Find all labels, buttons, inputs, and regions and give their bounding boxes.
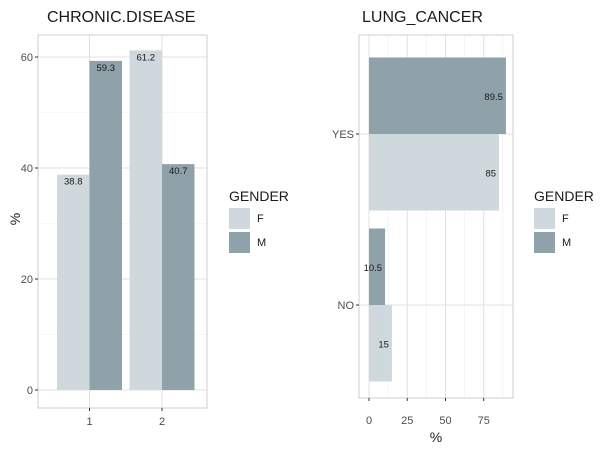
legend-label-M: M [562, 237, 571, 249]
data-label: 38.8 [64, 177, 83, 188]
y-axis-title: % [7, 213, 23, 225]
data-label: 10.5 [364, 263, 383, 274]
x-tick-label: 25 [401, 415, 413, 427]
bar-M-YES [369, 57, 506, 134]
legend: GENDER F M [229, 188, 289, 253]
data-labels: 38.8 61.2 59.3 40.7 [64, 52, 188, 187]
data-label: 15 [378, 339, 389, 350]
y-tick-label: 40 [21, 163, 33, 175]
data-label: 59.3 [97, 63, 116, 74]
x-tick-label: 0 [366, 415, 372, 427]
legend-title: GENDER [534, 188, 594, 204]
legend-label-M: M [257, 237, 266, 249]
y-tick-label: 20 [21, 274, 33, 286]
bars [369, 57, 506, 382]
data-label: 85 [485, 168, 496, 179]
legend: GENDER F M [534, 188, 594, 253]
legend-key-F [534, 208, 555, 229]
bar-M-1 [89, 60, 122, 390]
bars [57, 50, 195, 391]
panel-border [37, 34, 208, 409]
x-tick-label: 50 [439, 415, 451, 427]
y-tick-label: YES [332, 129, 354, 141]
bar-M-NO [369, 228, 386, 305]
legend-title: GENDER [229, 188, 289, 204]
legend-key-M [229, 232, 250, 253]
x-tick-label: 75 [478, 415, 490, 427]
axis-ticks: NO YES 0 25 50 75 [332, 129, 490, 427]
bar-F-NO [369, 305, 392, 382]
x-tick-label: 1 [86, 416, 92, 428]
legend-key-M [534, 232, 555, 253]
chart-title: LUNG_CANCER [362, 9, 483, 26]
legend-label-F: F [257, 213, 264, 225]
legend-label-F: F [562, 213, 569, 225]
bar-F-2 [129, 50, 162, 391]
data-labels: 15 85 10.5 89.5 [364, 92, 503, 351]
data-label: 89.5 [484, 92, 503, 103]
data-label: 61.2 [137, 52, 156, 63]
bar-M-2 [162, 164, 195, 390]
data-label: 40.7 [169, 166, 188, 177]
x-tick-label: 2 [159, 416, 165, 428]
x-axis-title: % [430, 429, 442, 445]
y-tick-label: 0 [27, 385, 33, 397]
bar-F-1 [57, 174, 90, 390]
legend-key-F [229, 208, 250, 229]
y-tick-label: 60 [21, 52, 33, 64]
y-tick-label: NO [338, 300, 355, 312]
chart-chronic-disease: CHRONIC.DISEASE % 38.8 61.2 59.3 40.7 0 20 40… [7, 9, 289, 428]
chart-title: CHRONIC.DISEASE [47, 9, 195, 26]
axis-ticks: 0 20 40 60 1 2 [21, 52, 165, 428]
bar-F-YES [369, 134, 500, 211]
panel-border [358, 34, 514, 399]
